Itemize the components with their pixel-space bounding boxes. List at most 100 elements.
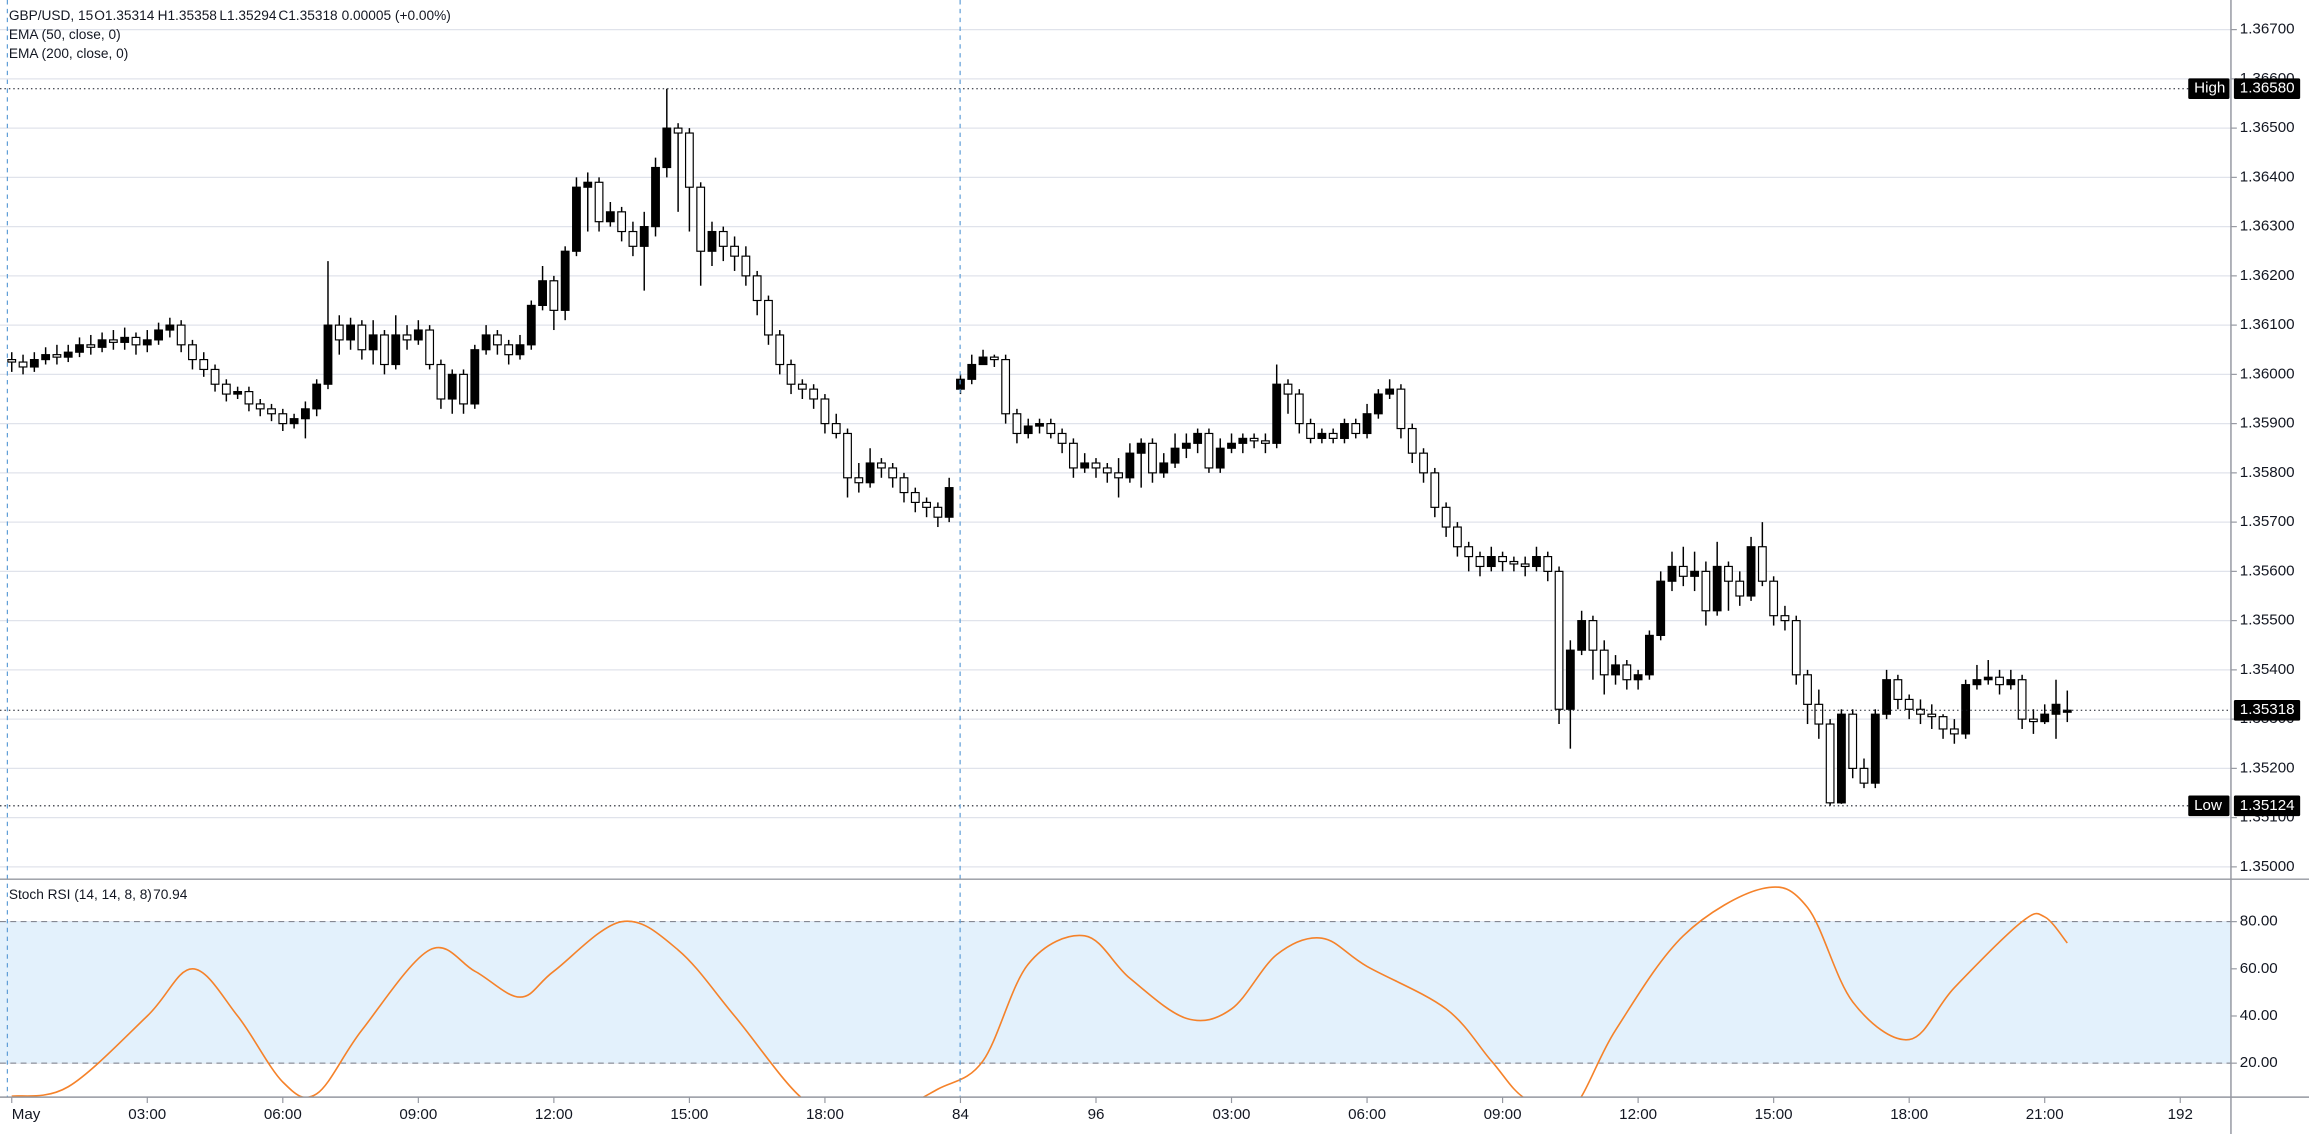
candle-body [1644,634,1654,676]
candle-body [210,368,220,385]
candle-body [1215,447,1225,469]
band-fill [0,921,2231,1064]
candle-body [2006,679,2016,686]
candle-body [673,127,683,134]
candle-body [515,344,525,356]
candle-body [1035,423,1044,427]
candle-body [707,230,717,252]
candle-body [1701,570,1711,612]
candle-body [63,351,73,358]
candle-body [176,324,186,346]
x-tick-label: 18:00 [806,1106,844,1123]
x-tick-label: 03:00 [128,1106,166,1123]
x-tick-label: 06:00 [1348,1106,1386,1123]
candle-body [1532,556,1541,568]
candle-body [7,359,17,363]
candle-body [1656,580,1666,636]
candle-body [989,356,999,361]
candle-body [368,334,378,351]
candle-body [2051,703,2061,715]
y-tick-label: 20.00 [2240,1054,2278,1071]
price-tag-label: 1.35318 [2240,701,2295,718]
candle-body [1757,546,1767,582]
candle-body [1317,432,1327,439]
y-tick-label: 1.36300 [2240,218,2295,235]
candle-body [221,383,231,395]
candle-body [1814,703,1824,725]
ohlc-close: C1.35318 [278,8,338,23]
candle-body [1678,565,1688,577]
candle-body [481,334,491,351]
candle-body [165,324,175,331]
price-tag [2233,795,2301,817]
candle-body [1340,423,1349,439]
candle-body [1825,723,1835,804]
candle-body [323,324,333,385]
candle-body [1373,393,1383,415]
ohlc-low: L1.35294 [219,8,276,23]
y-tick-label: 80.00 [2240,913,2278,930]
axes: 1.350001.351001.352001.353001.354001.355… [11,21,2301,1123]
candle-body [876,462,886,469]
y-tick-label: 1.36200 [2240,267,2295,284]
candle-body [730,245,739,257]
candle-body [1803,674,1812,705]
candle-body [786,363,796,385]
candle-body [18,361,28,368]
candle-body [741,255,751,277]
candle-body [52,354,62,358]
x-tick-label: May [12,1106,41,1123]
stoch-last-value: 70.94 [153,887,188,902]
candle-body [1136,442,1146,454]
candle-body [1554,570,1564,710]
candle-body [233,391,243,395]
candle-body [1520,563,1530,568]
candle-body [1475,556,1485,568]
candle-body [1690,570,1700,577]
candle-body [470,349,480,405]
candle-body [1328,432,1338,439]
candle-body [459,373,468,405]
ohlc-change: 0.00005 (+0.00%) [342,8,451,23]
candle-body [1859,767,1869,784]
candle-body [831,423,841,435]
candle-body [300,408,310,420]
candle-body [108,339,118,343]
candle-body [1452,526,1462,548]
candle-body [752,275,762,302]
candle-body [1238,437,1248,444]
candle-body [865,462,875,484]
candle-body [1396,388,1406,430]
candle-body [538,280,547,307]
candle-body [289,418,299,425]
stoch-pane [0,886,2231,1098]
candle-body [1181,442,1191,449]
candle-body [1294,393,1304,425]
x-tick-label: 06:00 [264,1106,302,1123]
candle-body [605,211,615,223]
candle-body [312,383,322,410]
candle-body [1780,615,1790,622]
candle-body [1972,679,1982,686]
y-tick-label: 1.36000 [2240,365,2295,382]
candle-body [41,354,51,361]
stoch-rsi-line [11,886,2068,1098]
candle-body [1385,388,1395,395]
candle-body [1272,383,1282,444]
y-tick-label: 1.36500 [2240,119,2295,136]
y-tick-label: 1.35200 [2240,759,2295,776]
candle-body [75,344,84,353]
y-tick-label: 1.35900 [2240,415,2295,432]
candle-body [1430,472,1440,508]
candle-body [1046,423,1056,435]
x-tick-label: 15:00 [1755,1106,1793,1123]
candle-body [142,339,152,346]
candle-body [1114,472,1124,479]
candle-body [1667,565,1677,582]
y-tick-label: 1.36700 [2240,21,2295,38]
candle-body [1419,452,1428,474]
x-tick-label: 18:00 [1890,1106,1928,1123]
candle-body [86,344,96,348]
candle-body [1486,556,1496,568]
